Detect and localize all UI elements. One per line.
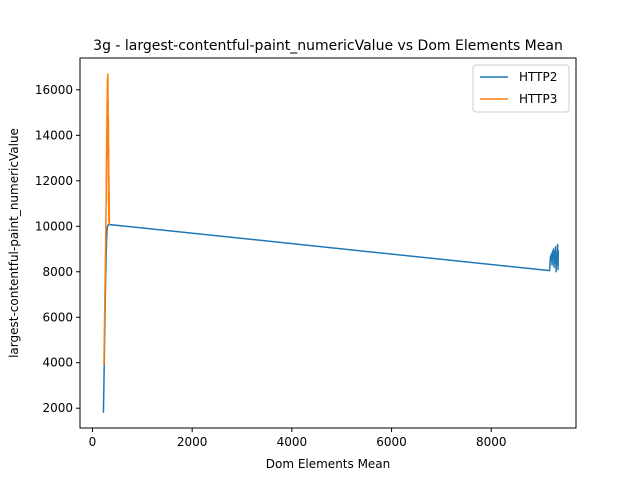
series-line-http3 xyxy=(103,73,111,366)
y-axis-label: largest-contentful-paint_numericValue xyxy=(7,128,21,358)
x-axis-label: Dom Elements Mean xyxy=(266,457,391,471)
y-axis: 2000 4000 6000 8000 10000 12000 14000 16000 xyxy=(35,83,80,415)
plot-area xyxy=(79,57,577,429)
x-axis: 0 2000 4000 6000 8000 xyxy=(89,428,507,449)
y-tick-label: 4000 xyxy=(42,356,73,370)
legend-label-http2: HTTP2 xyxy=(519,70,557,84)
x-tick-label: 2000 xyxy=(177,435,208,449)
y-tick-label: 14000 xyxy=(35,128,73,142)
plot-frame xyxy=(79,57,577,429)
legend-label-http3: HTTP3 xyxy=(519,92,557,106)
y-tick-label: 10000 xyxy=(35,219,73,233)
y-tick-label: 16000 xyxy=(35,83,73,97)
x-tick-label: 4000 xyxy=(277,435,308,449)
x-tick-label: 8000 xyxy=(476,435,507,449)
legend-items: HTTP2 HTTP3 xyxy=(480,70,557,106)
legend: HTTP2 HTTP3 xyxy=(472,64,570,113)
y-tick-label: 2000 xyxy=(42,401,73,415)
chart-title: 3g - largest-contentful-paint_numericVal… xyxy=(93,38,563,54)
y-tick-label: 8000 xyxy=(42,265,73,279)
x-tick-label: 0 xyxy=(89,435,97,449)
x-tick-label: 6000 xyxy=(376,435,407,449)
series-layer xyxy=(102,73,560,413)
y-tick-label: 12000 xyxy=(35,174,73,188)
y-tick-label: 6000 xyxy=(42,310,73,324)
